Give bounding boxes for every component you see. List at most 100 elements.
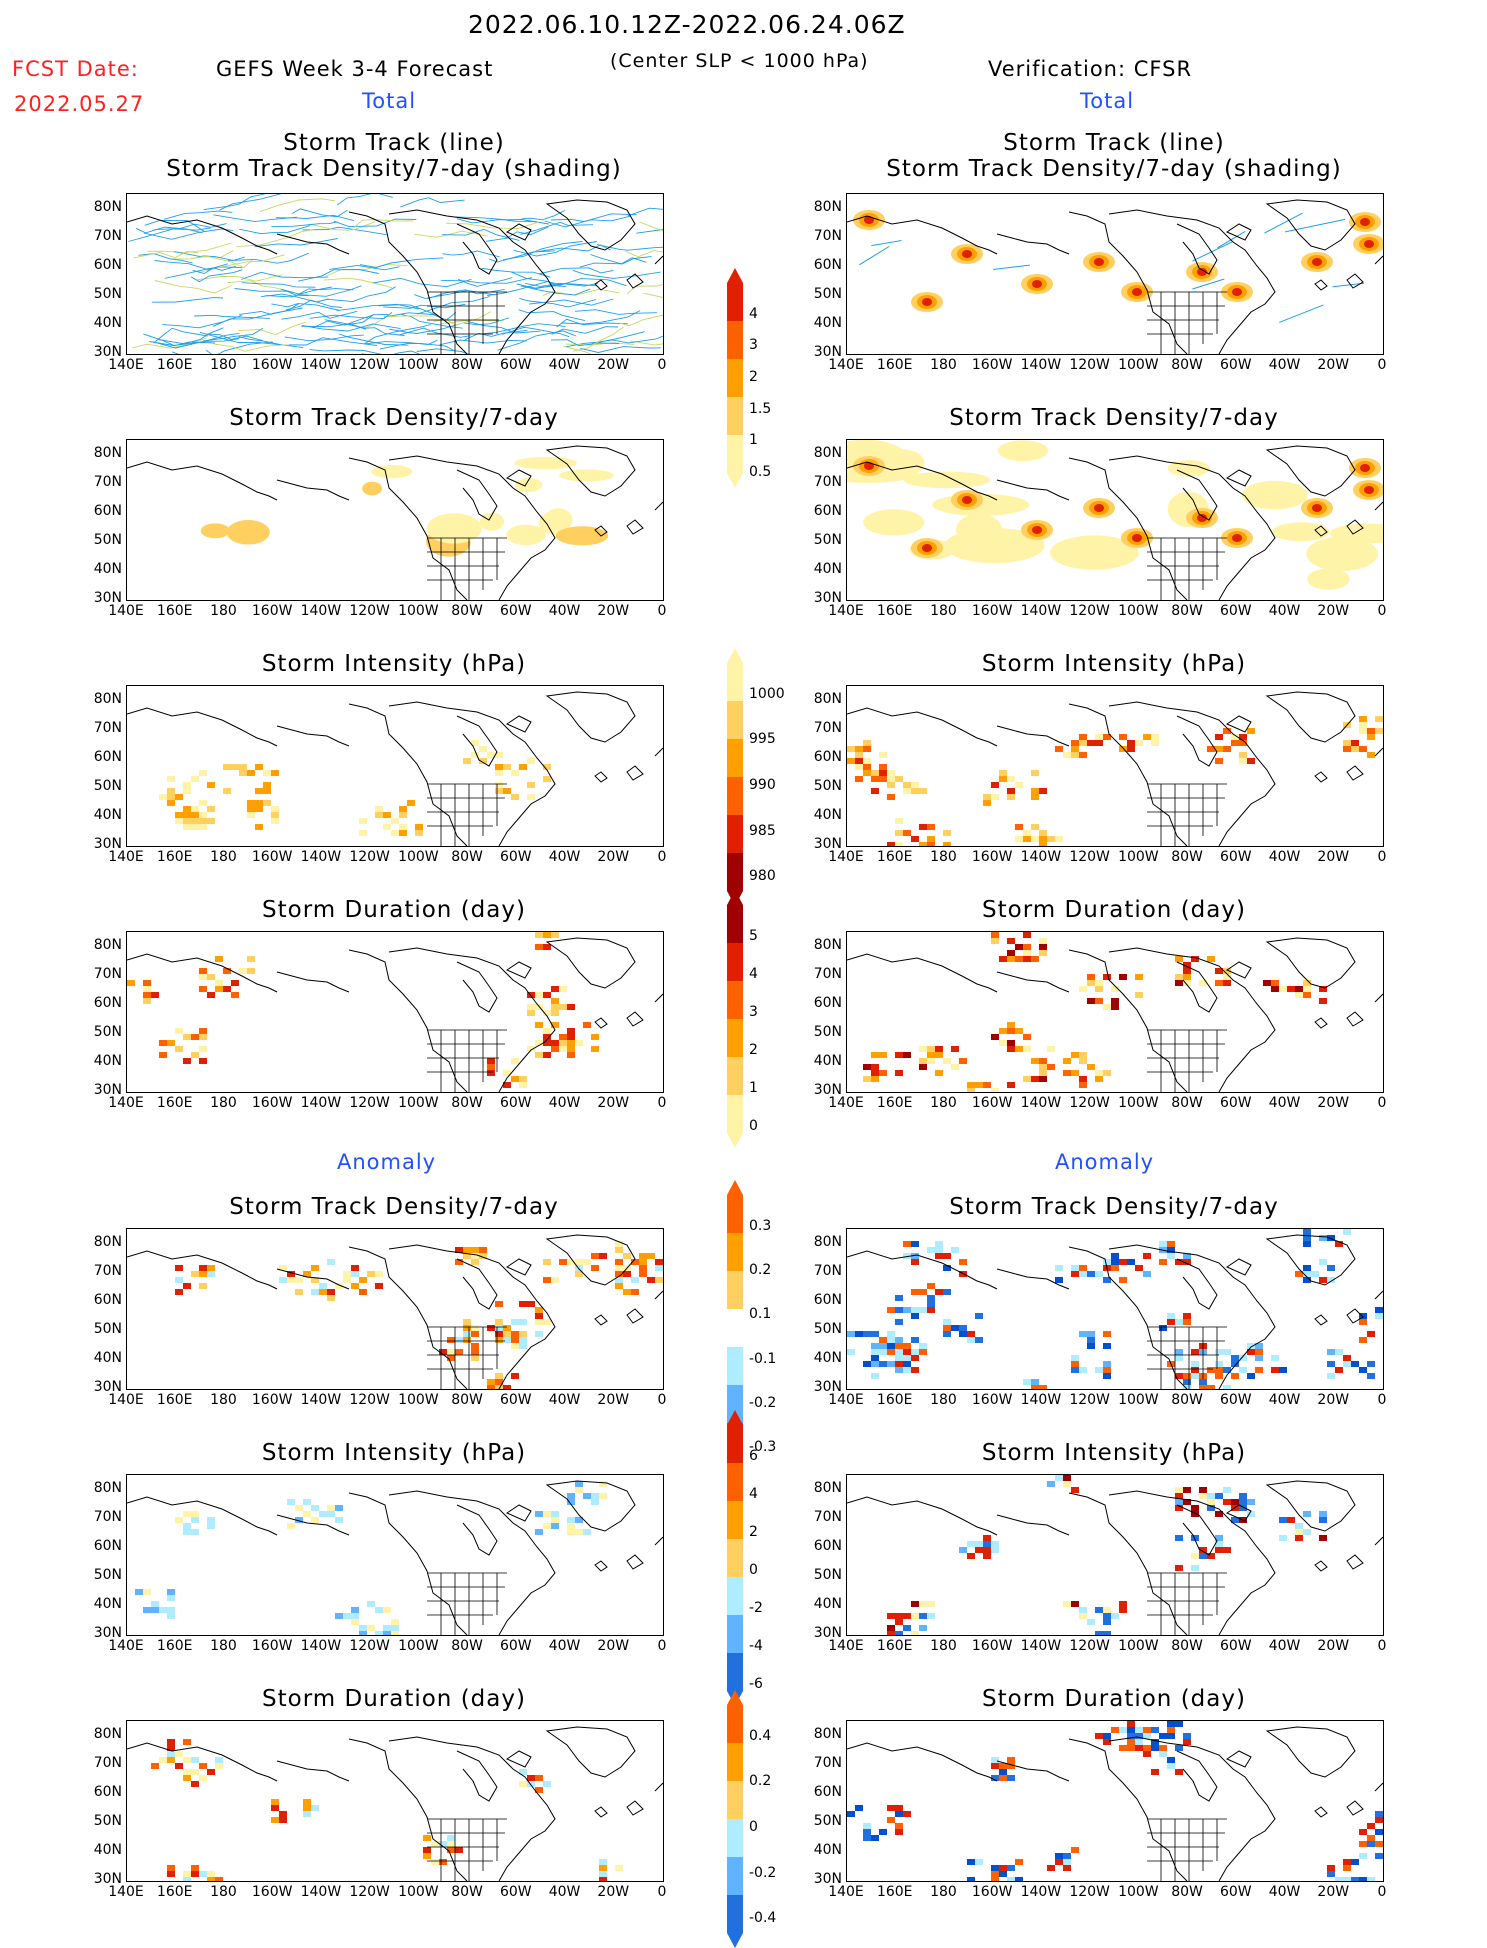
field-cell xyxy=(1375,1811,1383,1817)
field-cell xyxy=(223,788,231,794)
field-cell xyxy=(471,1343,479,1349)
field-cell xyxy=(1079,1607,1087,1613)
field-cell xyxy=(1207,956,1215,962)
coastline xyxy=(996,479,1070,501)
lon-tick-label: 120W xyxy=(349,357,390,373)
field-cell xyxy=(199,968,207,974)
field-cell xyxy=(567,1046,575,1052)
field-cell xyxy=(1135,1733,1143,1739)
field-cell xyxy=(1375,1829,1383,1835)
lon-tick-label: 160E xyxy=(156,603,193,619)
field-cell xyxy=(1031,1076,1039,1082)
storm-track-line xyxy=(364,339,438,345)
field-cell xyxy=(631,1259,639,1265)
field-cell xyxy=(999,956,1007,962)
field-cell xyxy=(1207,1499,1215,1505)
storm-track-line xyxy=(301,323,401,332)
field-cell xyxy=(1215,1349,1223,1355)
field-cell xyxy=(1055,1277,1063,1283)
map-svg xyxy=(847,1229,1383,1389)
lat-tick-label: 60N xyxy=(93,1292,122,1308)
storm-track-line xyxy=(440,277,533,284)
lon-tick-label: 0 xyxy=(1377,1095,1387,1111)
lon-tick-label: 120W xyxy=(1069,357,1110,373)
colorbar-segment xyxy=(727,1347,743,1385)
field-cell xyxy=(175,1046,183,1052)
colorbar-segment xyxy=(727,1425,743,1463)
density-blob xyxy=(538,511,571,535)
field-cell xyxy=(199,1871,207,1877)
storm-track-line xyxy=(203,194,266,211)
field-cell xyxy=(551,932,559,938)
panel-title: Storm Track (line) xyxy=(283,130,505,156)
lon-tick-label: 20W xyxy=(1317,1638,1350,1654)
lat-tick-label: 30N xyxy=(93,344,122,360)
storm-track-line xyxy=(309,221,376,231)
field-cell xyxy=(1095,734,1103,740)
colorbar-arrow xyxy=(727,890,743,905)
lon-tick-label: 140E xyxy=(828,603,864,619)
storm-track-line xyxy=(169,250,234,260)
field-cell xyxy=(1103,1331,1111,1337)
field-cell xyxy=(1031,794,1039,800)
lon-tick-label: 180 xyxy=(930,1095,957,1111)
field-cell xyxy=(999,1865,1007,1871)
field-cell xyxy=(495,1301,503,1307)
field-cell xyxy=(927,1307,935,1313)
field-cell xyxy=(383,1607,391,1613)
field-cell xyxy=(895,1355,903,1361)
field-cell xyxy=(503,1337,511,1343)
field-cell xyxy=(1023,950,1031,956)
field-cell xyxy=(623,1253,631,1259)
field-cell xyxy=(951,1046,959,1052)
map-svg xyxy=(127,691,663,846)
field-cell xyxy=(503,1385,511,1389)
lat-tick-label: 30N xyxy=(93,1082,122,1098)
storm-track-line xyxy=(312,314,374,329)
coastline xyxy=(456,961,498,1013)
map-panel xyxy=(846,439,1384,601)
field-cell xyxy=(327,1505,335,1511)
field-cell xyxy=(543,992,551,998)
storm-track-line xyxy=(397,327,471,338)
lon-tick-label: 100W xyxy=(398,357,439,373)
field-cell xyxy=(1039,836,1047,842)
lon-tick-label: 180 xyxy=(930,603,957,619)
lon-tick-label: 20W xyxy=(1317,603,1350,619)
field-cell xyxy=(1367,1373,1375,1379)
field-cell xyxy=(919,1349,927,1355)
colorbar-segment xyxy=(727,701,743,739)
lon-tick-label: 80W xyxy=(451,1884,483,1900)
field-cell xyxy=(527,1046,535,1052)
field-cell xyxy=(1359,1367,1367,1373)
field-cell xyxy=(943,1331,951,1337)
coastline xyxy=(1108,1736,1276,1881)
field-cell xyxy=(1199,1487,1207,1493)
field-cell xyxy=(1079,740,1087,746)
field-cell xyxy=(1239,1355,1247,1361)
field-cell xyxy=(183,812,191,818)
lon-tick-label: 60W xyxy=(1219,1392,1252,1408)
field-cell xyxy=(1103,1619,1111,1625)
lat-tick-label: 30N xyxy=(93,836,122,852)
field-cell xyxy=(1167,1319,1175,1325)
field-cell xyxy=(191,1034,199,1040)
field-cell xyxy=(1167,1241,1175,1247)
field-cell xyxy=(1095,1733,1103,1739)
field-cell xyxy=(895,842,903,846)
storm-track-line xyxy=(859,245,890,266)
field-cell xyxy=(487,1064,495,1070)
colorbar xyxy=(727,1690,743,1948)
storm-track-line xyxy=(455,216,537,223)
field-cell xyxy=(895,830,903,836)
colorbar-segment xyxy=(727,321,743,359)
field-cell xyxy=(1151,1727,1159,1733)
field-cell xyxy=(1351,746,1359,752)
colorbar-label: -0.3 xyxy=(749,1439,777,1456)
coastline xyxy=(1346,1800,1364,1816)
field-cell xyxy=(1119,974,1127,980)
field-cell xyxy=(1239,758,1247,764)
lat-tick-label: 50N xyxy=(93,532,122,548)
storm-track-line xyxy=(285,299,342,311)
field-cell xyxy=(879,1343,887,1349)
